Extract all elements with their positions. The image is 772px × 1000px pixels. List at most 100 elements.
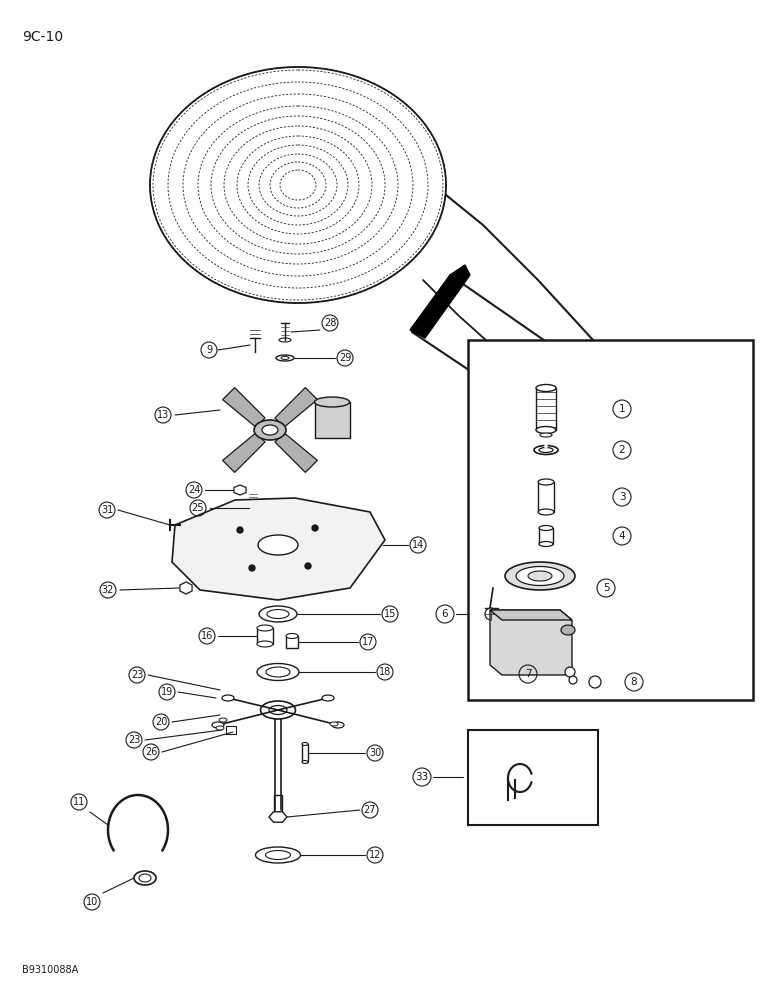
Ellipse shape: [538, 509, 554, 515]
Ellipse shape: [281, 357, 289, 360]
Ellipse shape: [561, 625, 575, 635]
Text: 26: 26: [145, 747, 157, 757]
Text: 23: 23: [128, 735, 141, 745]
Bar: [538, 482, 554, 512]
Ellipse shape: [286, 634, 298, 639]
Text: 16: 16: [201, 631, 213, 641]
Text: 27: 27: [364, 805, 376, 815]
Text: 8: 8: [631, 677, 638, 687]
Ellipse shape: [539, 448, 553, 452]
Polygon shape: [222, 388, 265, 427]
Ellipse shape: [216, 726, 224, 730]
Text: 12: 12: [369, 850, 381, 860]
Polygon shape: [269, 812, 287, 822]
Ellipse shape: [212, 722, 224, 728]
Circle shape: [569, 676, 577, 684]
Ellipse shape: [260, 701, 296, 719]
Ellipse shape: [139, 874, 151, 882]
Ellipse shape: [257, 641, 273, 647]
Text: 6: 6: [442, 609, 449, 619]
Circle shape: [249, 565, 255, 571]
Text: 13: 13: [157, 410, 169, 420]
Ellipse shape: [534, 446, 558, 454]
Bar: [274, 795, 282, 817]
Polygon shape: [275, 388, 317, 427]
Bar: [286, 636, 298, 648]
Text: 15: 15: [384, 609, 396, 619]
Text: 5: 5: [603, 583, 609, 593]
Bar: [257, 628, 273, 644]
Ellipse shape: [528, 571, 552, 581]
Ellipse shape: [259, 606, 297, 622]
Ellipse shape: [279, 338, 291, 342]
Ellipse shape: [269, 706, 287, 714]
Ellipse shape: [505, 562, 575, 590]
Text: 25: 25: [191, 503, 205, 513]
Text: 33: 33: [415, 772, 428, 782]
Bar: [226, 726, 236, 734]
Ellipse shape: [539, 526, 553, 530]
Text: 29: 29: [339, 353, 351, 363]
Ellipse shape: [302, 742, 308, 746]
Text: 20: 20: [155, 717, 168, 727]
Text: 24: 24: [188, 485, 200, 495]
Ellipse shape: [134, 871, 156, 885]
Ellipse shape: [254, 420, 286, 440]
Circle shape: [589, 676, 601, 688]
Ellipse shape: [322, 695, 334, 701]
Ellipse shape: [266, 667, 290, 677]
Bar: [539, 528, 553, 544]
Circle shape: [565, 667, 575, 677]
Text: 9: 9: [206, 345, 212, 355]
Text: 32: 32: [102, 585, 114, 595]
Ellipse shape: [516, 566, 564, 585]
Circle shape: [485, 608, 497, 620]
Polygon shape: [180, 582, 192, 594]
Polygon shape: [490, 610, 572, 675]
Polygon shape: [172, 498, 385, 600]
Ellipse shape: [314, 397, 350, 407]
Ellipse shape: [258, 535, 298, 555]
Ellipse shape: [538, 479, 554, 485]
Ellipse shape: [539, 542, 553, 546]
Polygon shape: [275, 433, 317, 472]
Text: 9C-10: 9C-10: [22, 30, 63, 44]
Text: B9310088A: B9310088A: [22, 965, 78, 975]
Bar: [468, 730, 598, 825]
Text: 2: 2: [618, 445, 625, 455]
Text: 10: 10: [86, 897, 98, 907]
Text: 19: 19: [161, 687, 173, 697]
Circle shape: [305, 563, 311, 569]
Bar: [302, 744, 308, 762]
Text: 7: 7: [525, 669, 531, 679]
Text: 30: 30: [369, 748, 381, 758]
Ellipse shape: [256, 847, 300, 863]
Ellipse shape: [222, 695, 234, 701]
Circle shape: [312, 525, 318, 531]
Text: 14: 14: [412, 540, 424, 550]
Ellipse shape: [257, 625, 273, 631]
Ellipse shape: [302, 760, 308, 764]
Ellipse shape: [536, 426, 556, 434]
Ellipse shape: [276, 355, 294, 361]
Text: 31: 31: [101, 505, 113, 515]
Circle shape: [237, 527, 243, 533]
Text: 4: 4: [618, 531, 625, 541]
Ellipse shape: [219, 718, 227, 722]
Text: 28: 28: [323, 318, 336, 328]
Text: 11: 11: [73, 797, 85, 807]
Polygon shape: [490, 610, 572, 620]
Ellipse shape: [536, 384, 556, 391]
Ellipse shape: [330, 722, 338, 726]
Bar: [536, 388, 556, 430]
Ellipse shape: [540, 433, 552, 437]
Text: 23: 23: [130, 670, 143, 680]
Polygon shape: [234, 485, 246, 495]
Polygon shape: [410, 265, 470, 338]
Bar: [468, 340, 753, 700]
Ellipse shape: [257, 664, 299, 680]
Ellipse shape: [267, 609, 289, 618]
Text: 1: 1: [618, 404, 625, 414]
Ellipse shape: [266, 850, 290, 859]
Polygon shape: [315, 402, 350, 438]
